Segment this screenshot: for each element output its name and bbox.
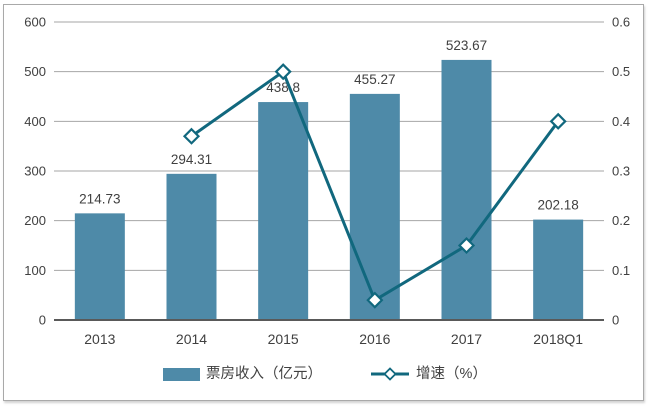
x-axis-label-2018Q1: 2018Q1 xyxy=(533,331,583,347)
bar-value-label: 455.27 xyxy=(354,72,395,87)
bar-value-label: 202.18 xyxy=(538,198,579,213)
left-axis-tick-label: 200 xyxy=(24,213,46,228)
line-series-swatch-icon xyxy=(371,367,410,381)
diamond-marker xyxy=(274,63,292,81)
right-axis-tick-label: 0.3 xyxy=(612,164,630,179)
legend-item-line-series: 增速（%） xyxy=(370,365,487,383)
bar-2016 xyxy=(349,93,400,320)
left-axis-tick-label: 300 xyxy=(24,164,46,179)
legend-item-bar-series: 票房收入（亿元） xyxy=(163,365,322,383)
chart-frame xyxy=(3,4,644,401)
diamond-marker xyxy=(182,127,201,145)
bar-2018Q1 xyxy=(533,219,584,320)
bar-value-label: 294.31 xyxy=(171,152,212,167)
x-axis-label-2014: 2014 xyxy=(176,331,207,347)
right-axis-tick-label: 0.4 xyxy=(612,114,630,129)
bar-value-label: 523.67 xyxy=(446,38,487,53)
diamond-marker xyxy=(549,112,567,130)
bar-value-label: 214.73 xyxy=(79,191,120,206)
right-axis-tick-label: 0.1 xyxy=(612,263,630,278)
left-axis-tick-label: 500 xyxy=(24,64,46,79)
x-axis-label-2016: 2016 xyxy=(359,331,390,347)
bar-2017 xyxy=(441,59,492,320)
left-axis-tick-label: 0 xyxy=(39,313,46,328)
legend-label-line-series: 增速（%） xyxy=(416,366,487,382)
diamond-marker xyxy=(366,291,384,309)
legend: 票房收入（亿元） 增速（%） xyxy=(0,365,650,383)
legend-label-bar-series: 票房收入（亿元） xyxy=(206,366,323,382)
left-axis-tick-label: 100 xyxy=(24,263,46,278)
bar-2013 xyxy=(74,213,125,320)
x-axis-label-2015: 2015 xyxy=(268,331,299,347)
bar-series-swatch-icon xyxy=(163,367,201,381)
right-axis-tick-label: 0.5 xyxy=(612,64,630,79)
left-axis-tick-label: 600 xyxy=(24,15,46,30)
right-axis-tick-label: 0 xyxy=(612,313,619,328)
bar-value-label: 438.8 xyxy=(266,80,300,95)
x-axis-label-2017: 2017 xyxy=(451,331,482,347)
diamond-marker xyxy=(457,236,476,255)
left-axis-tick-label: 400 xyxy=(24,114,46,129)
right-axis-tick-label: 0.6 xyxy=(612,15,630,30)
bar-2014 xyxy=(166,173,217,320)
x-axis-label-2013: 2013 xyxy=(84,331,115,347)
right-axis-tick-label: 0.2 xyxy=(612,213,630,228)
bar-2015 xyxy=(258,102,309,320)
